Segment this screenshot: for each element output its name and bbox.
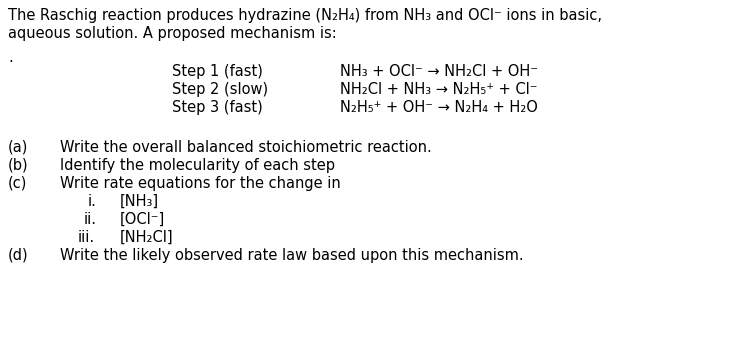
Text: (a): (a) <box>8 140 29 155</box>
Text: (d): (d) <box>8 248 29 263</box>
Text: NH₃ + OCl⁻ → NH₂Cl + OH⁻: NH₃ + OCl⁻ → NH₂Cl + OH⁻ <box>340 64 538 79</box>
Text: Identify the molecularity of each step: Identify the molecularity of each step <box>60 158 335 173</box>
Text: Write the overall balanced stoichiometric reaction.: Write the overall balanced stoichiometri… <box>60 140 432 155</box>
Text: Step 1 (fast): Step 1 (fast) <box>172 64 263 79</box>
Text: Write rate equations for the change in: Write rate equations for the change in <box>60 176 340 191</box>
Text: .: . <box>8 50 13 65</box>
Text: Step 2 (slow): Step 2 (slow) <box>172 82 268 97</box>
Text: iii.: iii. <box>78 230 95 245</box>
Text: (c): (c) <box>8 176 27 191</box>
Text: ii.: ii. <box>84 212 97 227</box>
Text: N₂H₅⁺ + OH⁻ → N₂H₄ + H₂O: N₂H₅⁺ + OH⁻ → N₂H₄ + H₂O <box>340 100 538 115</box>
Text: NH₂Cl + NH₃ → N₂H₅⁺ + Cl⁻: NH₂Cl + NH₃ → N₂H₅⁺ + Cl⁻ <box>340 82 537 97</box>
Text: [NH₃]: [NH₃] <box>120 194 159 209</box>
Text: aqueous solution. A proposed mechanism is:: aqueous solution. A proposed mechanism i… <box>8 26 337 41</box>
Text: The Raschig reaction produces hydrazine (N₂H₄) from NH₃ and OCl⁻ ions in basic,: The Raschig reaction produces hydrazine … <box>8 8 602 23</box>
Text: Step 3 (fast): Step 3 (fast) <box>172 100 263 115</box>
Text: Write the likely observed rate law based upon this mechanism.: Write the likely observed rate law based… <box>60 248 523 263</box>
Text: i.: i. <box>88 194 97 209</box>
Text: (b): (b) <box>8 158 29 173</box>
Text: [OCl⁻]: [OCl⁻] <box>120 212 165 227</box>
Text: [NH₂Cl]: [NH₂Cl] <box>120 230 174 245</box>
